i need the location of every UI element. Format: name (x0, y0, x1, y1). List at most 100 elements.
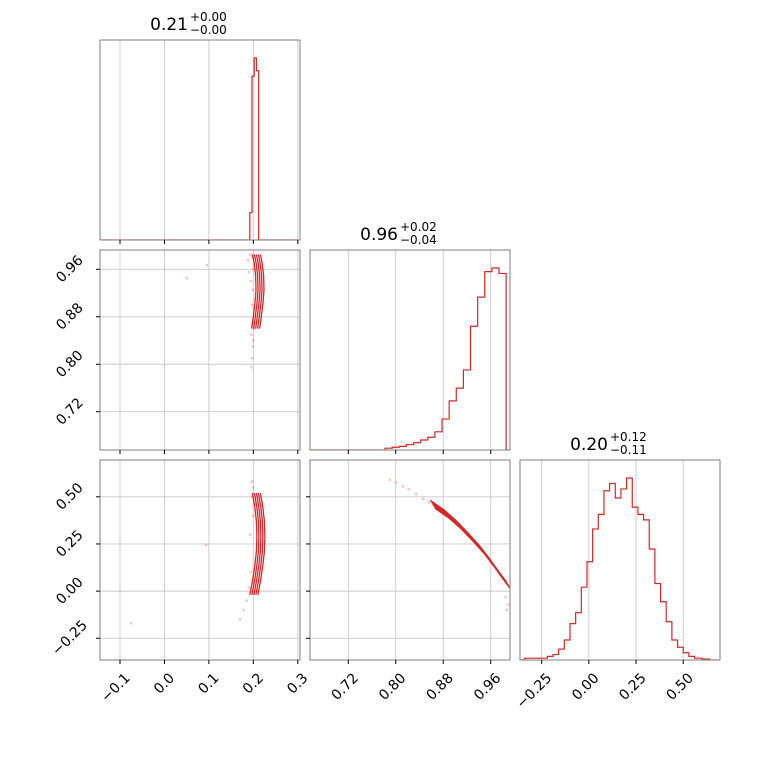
sample-point (242, 608, 245, 612)
panel-content (100, 460, 300, 660)
sample-point (507, 602, 510, 606)
panel-title-upper: +0.02 (400, 220, 437, 234)
contour-line (434, 507, 510, 590)
sample-point (204, 543, 208, 547)
histogram-p0 (100, 57, 300, 240)
panel-2-0 (100, 460, 300, 660)
axes-frame (99, 249, 301, 451)
sample-point (250, 333, 253, 336)
panel-content (100, 40, 300, 240)
sample-point (251, 267, 255, 271)
sample-point (249, 570, 253, 574)
panel-1-0 (100, 250, 300, 450)
y-tick-label: 0.96 (53, 253, 86, 286)
panel-content (310, 250, 510, 450)
sample-point (247, 270, 251, 274)
axes-frame (99, 459, 301, 661)
contour-line (254, 254, 261, 329)
x-tick-label: 0.00 (569, 670, 602, 703)
panel-title-upper: +0.12 (610, 430, 647, 444)
sample-point (251, 345, 255, 348)
sample-point (247, 585, 251, 589)
sample-point (245, 599, 249, 602)
y-tick-label: −0.25 (49, 617, 91, 659)
x-tick-label: 0.25 (616, 670, 649, 703)
panel-title-value: 0.21 (150, 15, 188, 35)
panel-title-value: 0.20 (570, 435, 608, 455)
sample-point (250, 480, 254, 484)
panel-1-1 (310, 250, 510, 450)
contour-line (257, 492, 266, 596)
sample-point (185, 276, 189, 280)
contour-line (255, 492, 264, 596)
y-tick-label: 0.25 (53, 527, 86, 560)
sample-point (238, 618, 242, 621)
sample-point (205, 263, 209, 267)
x-tick-label: 0.0 (151, 670, 178, 697)
histogram-p1 (310, 267, 510, 450)
sample-point (427, 501, 431, 504)
sample-point (248, 253, 252, 256)
sample-point (388, 478, 392, 482)
x-tick-label: 0.72 (329, 670, 362, 703)
x-tick-label: 0.1 (195, 670, 222, 697)
sample-point (249, 279, 253, 283)
sample-point (250, 356, 254, 360)
y-tick-label: 0.00 (53, 574, 86, 607)
axes-frame (309, 249, 511, 451)
x-tick-label: 0.3 (284, 670, 311, 697)
sample-point (250, 303, 254, 307)
x-tick-label: 0.2 (240, 670, 267, 697)
contour-line (253, 492, 262, 596)
contour-line (258, 254, 265, 329)
x-tick-label: −0.1 (98, 670, 133, 705)
sample-point (414, 492, 418, 496)
axes-frame (99, 39, 301, 241)
panel-title-lower: −0.04 (400, 233, 437, 247)
sample-point (407, 487, 411, 491)
sample-point (401, 485, 405, 488)
histogram-p2 (520, 477, 720, 660)
x-tick-label: 0.80 (376, 670, 409, 703)
panel-content (100, 250, 300, 450)
panel-0-0 (100, 40, 300, 240)
contour-line (251, 492, 260, 596)
axes-frame (309, 459, 511, 661)
panel-title-value: 0.96 (360, 225, 398, 245)
x-tick-label: 0.88 (423, 670, 456, 703)
y-tick-label: 0.80 (53, 348, 86, 381)
contour-line (256, 254, 263, 329)
panel-content (310, 460, 510, 660)
y-tick-label: 0.72 (53, 395, 86, 428)
axes-frame (519, 459, 721, 661)
contour-line (433, 505, 510, 588)
sample-point (129, 621, 133, 625)
sample-point (246, 258, 250, 262)
contour-line (249, 492, 258, 596)
x-tick-label: −0.25 (514, 670, 556, 712)
panel-title-lower: −0.00 (190, 23, 227, 37)
sample-point (421, 497, 425, 501)
x-tick-label: 0.96 (471, 670, 504, 703)
sample-point (251, 339, 255, 342)
contour-line (432, 503, 510, 586)
sample-point (394, 481, 398, 485)
sample-point (505, 608, 509, 612)
x-tick-label: 0.50 (663, 670, 696, 703)
sample-point (251, 485, 255, 489)
contour-line (252, 254, 259, 329)
panel-2-1 (310, 460, 510, 660)
y-tick-label: 0.50 (53, 480, 86, 513)
sample-point (249, 365, 253, 369)
sample-point (248, 533, 252, 536)
contour-line (250, 254, 257, 329)
sample-point (251, 288, 255, 292)
panel-content (520, 460, 720, 660)
panel-2-2 (520, 460, 720, 660)
panel-title-upper: +0.00 (190, 10, 227, 24)
panel-title-lower: −0.11 (610, 443, 647, 457)
sample-point (251, 514, 255, 518)
sample-point (504, 595, 507, 599)
y-tick-label: 0.88 (53, 300, 86, 333)
